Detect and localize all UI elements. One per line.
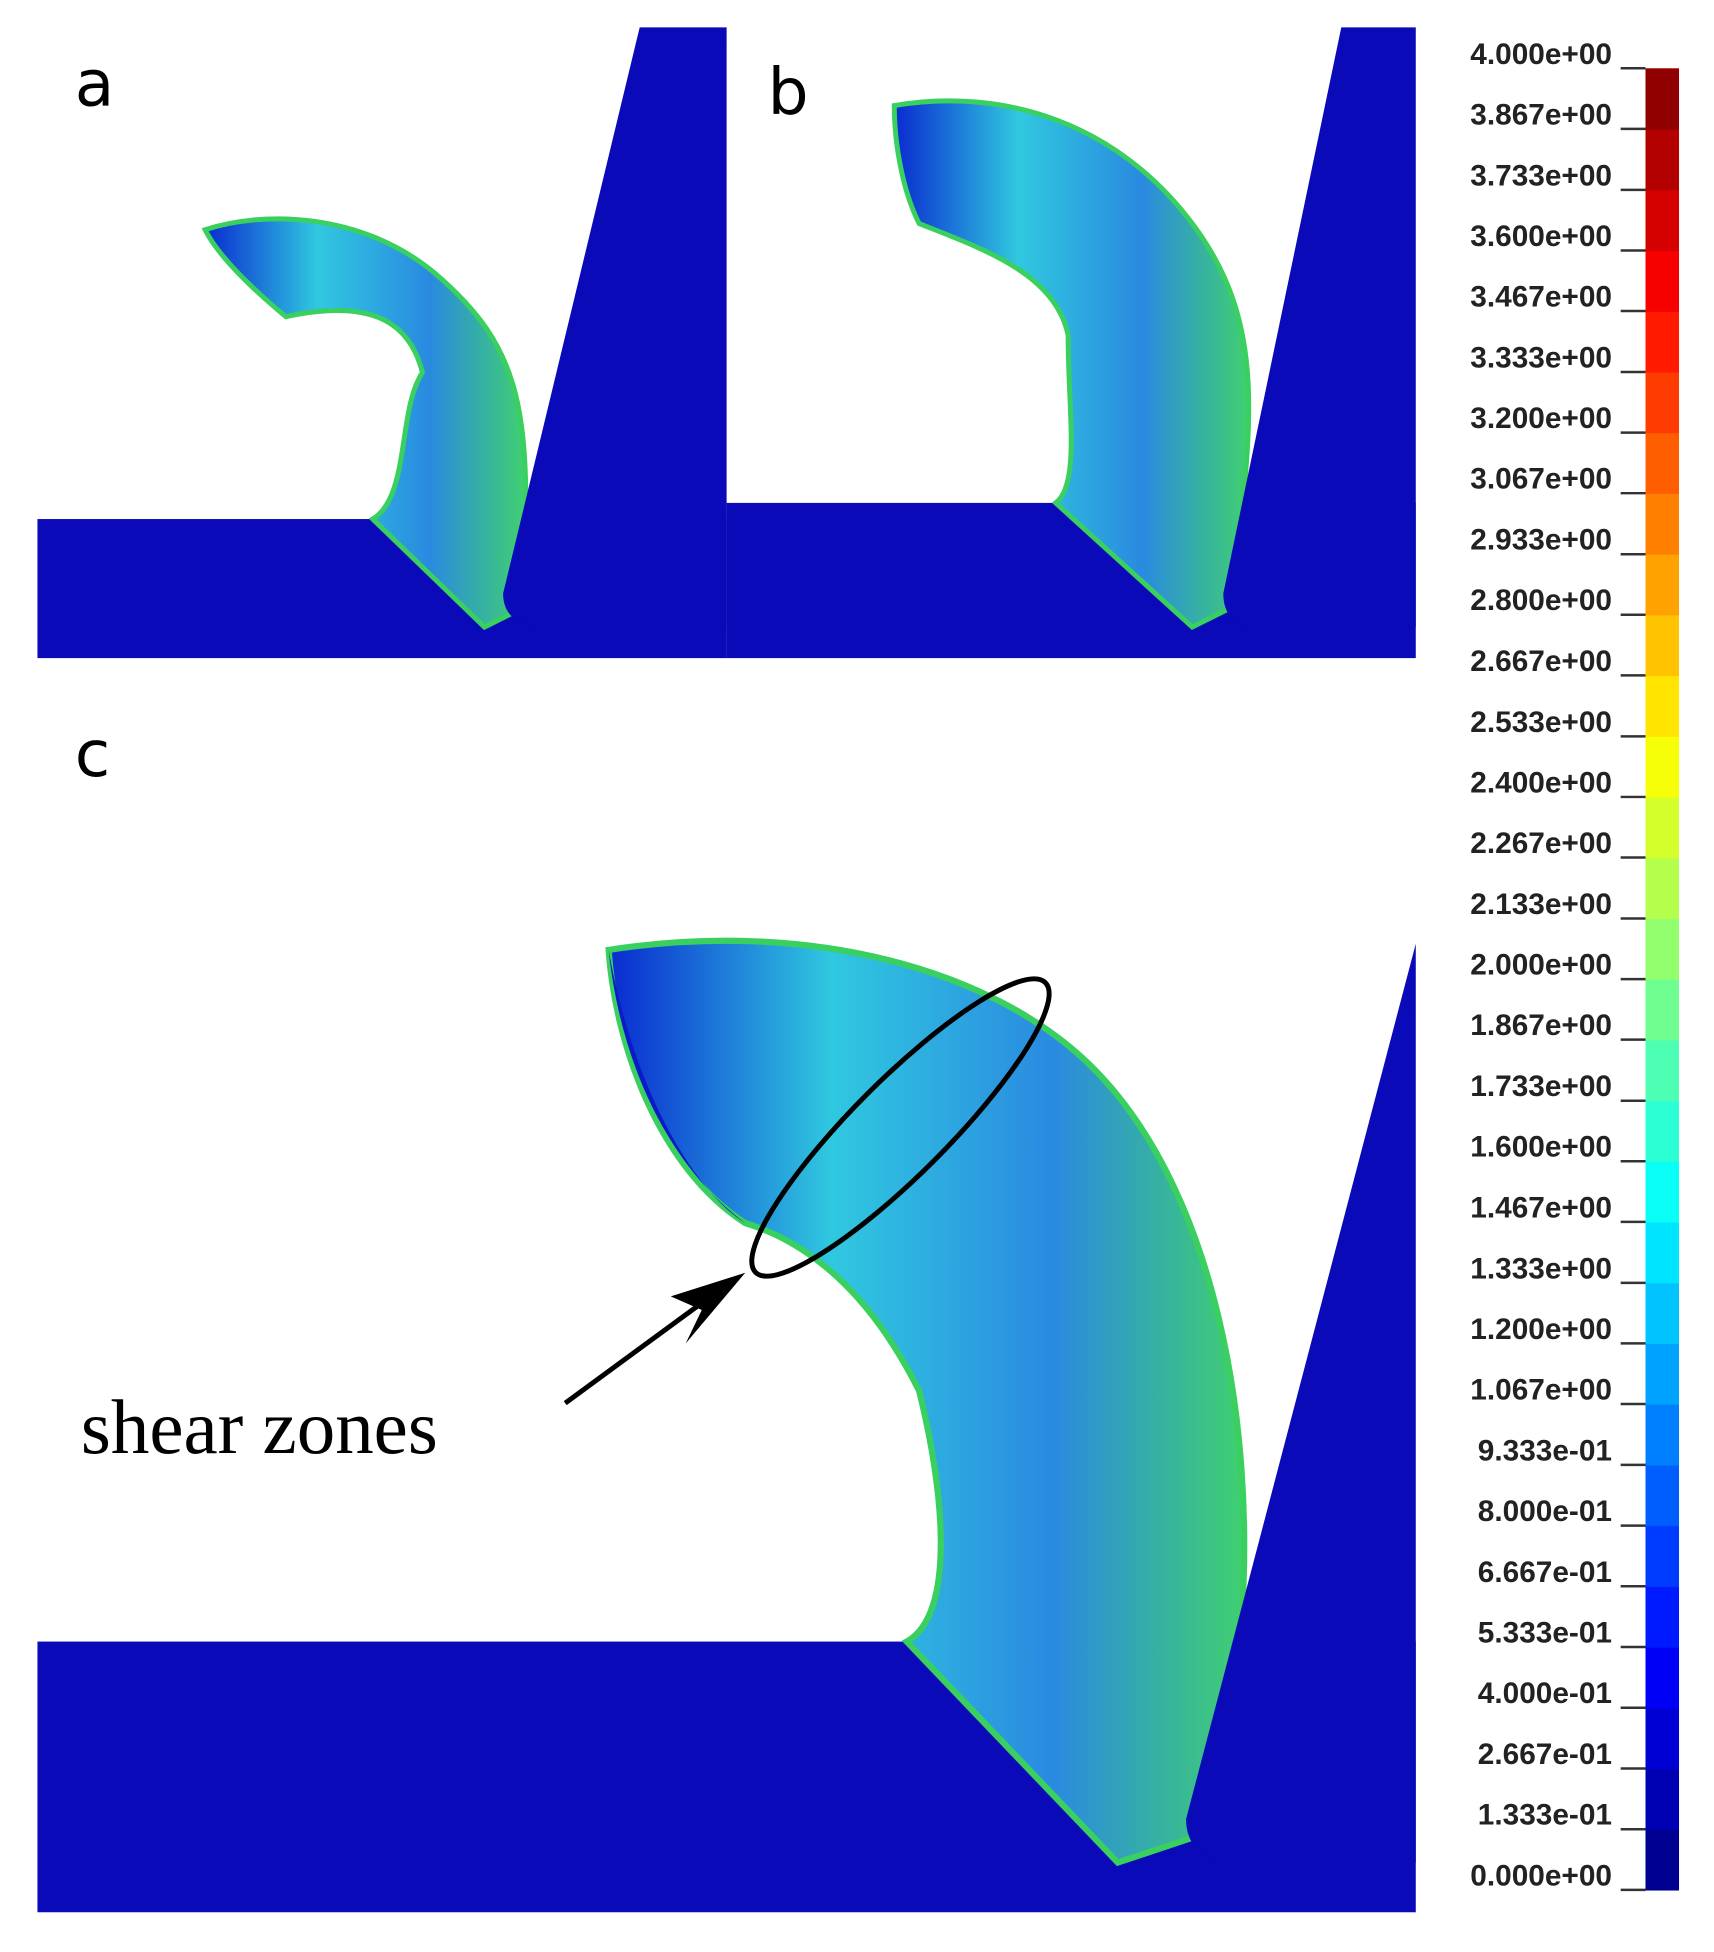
colorbar-band <box>1645 1100 1680 1162</box>
tick-label: 5.333e-01 <box>1478 1617 1612 1650</box>
tick-label: 3.733e+00 <box>1470 159 1612 192</box>
panel-label: c <box>75 717 111 792</box>
tick-label: 2.267e+00 <box>1470 827 1612 860</box>
colorbar-band <box>1645 129 1680 191</box>
colorbar-band <box>1645 675 1680 737</box>
colorbar-band <box>1645 493 1680 555</box>
shear-zone-ellipse <box>749 976 1052 1279</box>
chip <box>201 216 529 631</box>
tick-label: 2.400e+00 <box>1470 766 1612 799</box>
tick-label: 1.867e+00 <box>1470 1009 1612 1042</box>
panel-c: shear zones c <box>37 717 1416 1913</box>
colorbar-band <box>1645 796 1680 859</box>
colorbar-band <box>1645 1647 1680 1709</box>
colorbar-band <box>1645 1586 1680 1648</box>
tick-label: 9.333e-01 <box>1478 1434 1612 1467</box>
annotation: shear zones <box>81 1384 438 1470</box>
panel-b: b <box>726 27 1416 659</box>
tick-label: 2.667e-01 <box>1478 1738 1612 1771</box>
panel-label: b <box>768 55 809 130</box>
colorbar-band <box>1645 1525 1680 1587</box>
tool <box>1186 943 1416 1863</box>
colorbar-band <box>1645 1161 1680 1223</box>
colorbar-band <box>1645 1768 1680 1830</box>
colorbar-band <box>1645 979 1680 1041</box>
tick-label: 3.600e+00 <box>1470 220 1612 253</box>
tick-label: 4.000e+00 <box>1470 38 1612 71</box>
tick-label: 1.333e-01 <box>1478 1799 1612 1832</box>
tick-label: 2.533e+00 <box>1470 706 1612 739</box>
tick-label: 1.200e+00 <box>1470 1313 1612 1346</box>
panel-label: a <box>75 47 115 122</box>
tick-label: 1.733e+00 <box>1470 1070 1612 1103</box>
chip <box>605 937 1248 1867</box>
colorbar-band <box>1645 554 1680 616</box>
colorbar-band <box>1645 857 1680 920</box>
tool <box>503 27 727 628</box>
tick-label: 3.200e+00 <box>1470 402 1612 435</box>
tick-label: 2.933e+00 <box>1470 524 1612 557</box>
tick-label: 3.867e+00 <box>1470 98 1612 131</box>
tick-label: 8.000e-01 <box>1478 1495 1612 1528</box>
tick-label: 4.000e-01 <box>1478 1677 1612 1710</box>
colorbar-band <box>1645 432 1680 494</box>
colorbar-band <box>1645 736 1680 798</box>
colorbar-band <box>1645 68 1680 130</box>
tick-label: 1.333e+00 <box>1470 1252 1612 1285</box>
tick-label: 2.000e+00 <box>1470 949 1612 982</box>
arrow-shaft <box>563 1291 716 1406</box>
tick-label: 2.800e+00 <box>1470 584 1612 617</box>
tick-label: 3.067e+00 <box>1470 463 1612 496</box>
chip <box>891 98 1252 631</box>
tick-label: 2.133e+00 <box>1470 888 1612 921</box>
tick-label: 0.000e+00 <box>1470 1859 1612 1892</box>
colorbar-band <box>1645 1282 1680 1345</box>
colorbar-band <box>1645 311 1680 373</box>
colorbar-band <box>1645 1221 1680 1284</box>
colorbar-band <box>1645 918 1680 980</box>
tick-label: 6.667e-01 <box>1478 1556 1612 1589</box>
colorbar-band <box>1645 1829 1680 1891</box>
colorbar-band <box>1645 1404 1680 1466</box>
tool <box>1223 27 1416 628</box>
colorbar: 4.000e+00 3.867e+00 3.733e+00 3.600e+00 3.46… <box>1470 38 1680 1892</box>
arrow-head <box>670 1272 746 1344</box>
tick-label: 1.600e+00 <box>1470 1131 1612 1164</box>
tick-label: 1.467e+00 <box>1470 1191 1612 1224</box>
colorbar-band <box>1645 371 1680 434</box>
colorbar-band <box>1645 250 1680 312</box>
tick-label: 3.467e+00 <box>1470 280 1612 313</box>
panel-a: a <box>37 27 727 659</box>
colorbar-band <box>1645 614 1680 677</box>
tick-label: 1.067e+00 <box>1470 1373 1612 1406</box>
colorbar-band <box>1645 1039 1680 1102</box>
colorbar-band <box>1645 189 1680 252</box>
tick-label: 2.667e+00 <box>1470 645 1612 678</box>
tick-label: 3.333e+00 <box>1470 342 1612 375</box>
colorbar-band <box>1645 1343 1680 1405</box>
colorbar-band <box>1645 1707 1680 1770</box>
colorbar-band <box>1645 1464 1680 1527</box>
